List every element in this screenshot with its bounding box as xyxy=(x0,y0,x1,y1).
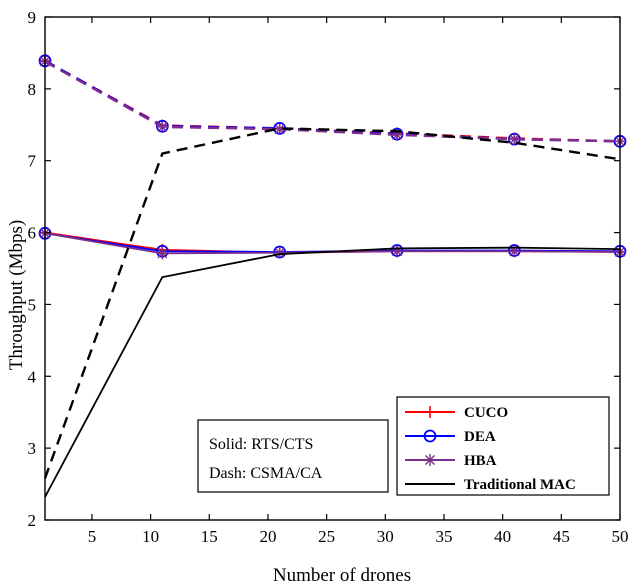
legend-swatch-marker xyxy=(424,454,436,466)
legend-item-hba: HBA xyxy=(405,453,497,469)
marker-star-d xyxy=(157,248,168,259)
x-tick-label: 35 xyxy=(435,527,452,546)
y-axis-title: Throughput (Mbps) xyxy=(6,220,27,370)
legend-swatch-marker xyxy=(424,406,436,418)
y-tick-label: 8 xyxy=(28,80,37,99)
y-tick-label: 9 xyxy=(28,8,37,27)
axes-frame xyxy=(44,16,621,521)
legend-item-dea: DEA xyxy=(405,429,496,445)
y-tick-label: 2 xyxy=(28,511,37,530)
x-tick-label: 10 xyxy=(142,527,159,546)
legend-item-traditional-mac: Traditional MAC xyxy=(405,477,576,493)
y-tick-label: 5 xyxy=(28,295,37,314)
y-tick-label: 4 xyxy=(28,367,37,386)
x-tick-label: 50 xyxy=(612,527,629,546)
legend-label: Traditional MAC xyxy=(464,477,576,493)
y-tick-label: 3 xyxy=(28,439,37,458)
marker-star-d xyxy=(274,247,285,258)
marker-star-d xyxy=(425,455,435,465)
marker-circle xyxy=(423,429,437,443)
legend-label: DEA xyxy=(464,429,496,445)
annotation-dash: Dash: CSMA/CA xyxy=(209,465,323,482)
data-point-hba-solid xyxy=(273,246,286,259)
series-line-traditional-mac-solid xyxy=(44,246,621,498)
legend: CUCO DEA HBA Traditional MAC xyxy=(396,396,610,496)
data-point-hba-dashed xyxy=(156,120,169,133)
x-tick-label: 40 xyxy=(494,527,511,546)
y-tick-label: 7 xyxy=(28,152,37,171)
legend-label: HBA xyxy=(464,453,497,469)
x-tick-label: 5 xyxy=(88,527,97,546)
x-tick-label: 15 xyxy=(201,527,218,546)
series-line-hba-dashed xyxy=(44,60,621,143)
x-tick-label: 45 xyxy=(553,527,570,546)
series-line-traditional-mac-dashed xyxy=(43,127,621,479)
x-tick-label: 30 xyxy=(377,527,394,546)
x-tick-label: 25 xyxy=(318,527,335,546)
x-axis-title: Number of drones xyxy=(273,565,411,586)
legend-label: CUCO xyxy=(464,405,508,421)
series-line-dea-dashed xyxy=(44,59,621,143)
series-line-cuco-solid xyxy=(44,231,621,254)
legend-item-cuco: CUCO xyxy=(405,405,508,421)
series-line-cuco-dashed xyxy=(44,59,621,143)
marker-star-d xyxy=(157,121,168,132)
annotation-frame xyxy=(197,419,389,493)
annotation-solid: Solid: RTS/CTS xyxy=(209,436,313,453)
marker-star-d xyxy=(509,134,520,145)
y-tick-label: 6 xyxy=(28,224,37,243)
legend-swatch-marker xyxy=(423,429,437,443)
data-point-hba-solid xyxy=(391,245,404,258)
x-tick-label: 20 xyxy=(259,527,276,546)
data-point-hba-solid xyxy=(156,247,169,260)
marker-star-d xyxy=(274,124,285,135)
annotation-box: Solid: RTS/CTS Dash: CSMA/CA xyxy=(197,419,389,493)
legend-frame xyxy=(396,396,610,496)
